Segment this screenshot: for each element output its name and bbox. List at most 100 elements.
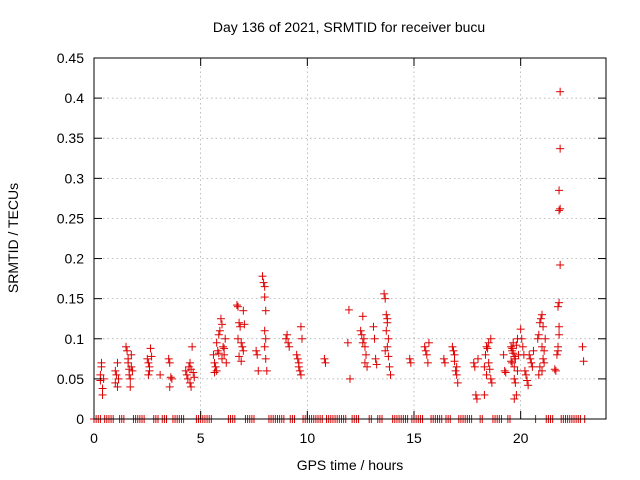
data-point <box>320 354 329 363</box>
data-point <box>538 366 546 375</box>
data-point <box>528 362 537 371</box>
data-point <box>188 342 197 351</box>
data-point <box>219 342 228 351</box>
data-point <box>556 144 565 153</box>
data-point <box>236 322 245 331</box>
data-point <box>484 358 493 367</box>
data-point <box>189 368 198 377</box>
data-point <box>451 366 460 375</box>
data-point <box>551 366 560 375</box>
data-point <box>452 370 461 379</box>
data-point <box>421 346 430 355</box>
data-point <box>126 374 135 383</box>
data-point <box>470 362 479 371</box>
x-tick-label: 0 <box>90 430 98 446</box>
data-point <box>124 354 133 363</box>
data-point <box>292 350 301 359</box>
data-point <box>240 320 249 329</box>
data-point <box>509 349 518 358</box>
data-point <box>555 330 564 339</box>
data-point <box>420 342 429 351</box>
data-point <box>481 350 490 359</box>
data-point <box>235 318 244 327</box>
data-point <box>453 378 462 387</box>
data-point <box>483 344 492 353</box>
data-point <box>383 318 392 327</box>
data-point <box>261 306 270 315</box>
data-point <box>405 354 414 363</box>
data-point <box>508 344 517 353</box>
data-point <box>499 350 508 359</box>
data-point <box>356 326 365 335</box>
data-point <box>369 322 378 331</box>
data-point <box>450 357 459 366</box>
data-point <box>294 358 303 367</box>
y-tick-label: 0.45 <box>57 50 84 66</box>
data-point <box>363 362 372 371</box>
data-point <box>212 338 221 347</box>
data-point <box>579 357 588 366</box>
x-tick-label: 10 <box>300 430 316 446</box>
data-point <box>439 354 448 363</box>
data-point <box>534 330 543 339</box>
data-point <box>486 334 495 343</box>
data-point <box>259 278 268 287</box>
data-point <box>113 358 122 367</box>
y-tick-label: 0.05 <box>57 371 84 387</box>
plot-frame <box>93 57 607 420</box>
data-point <box>186 378 194 387</box>
data-point <box>212 366 221 375</box>
data-point <box>218 354 226 363</box>
data-point <box>422 350 431 359</box>
data-point <box>382 326 391 335</box>
data-point <box>127 350 136 359</box>
data-point <box>424 338 433 347</box>
data-point <box>97 358 106 367</box>
data-point <box>556 260 565 269</box>
data-point <box>113 382 122 391</box>
data-point <box>145 362 154 371</box>
data-point <box>382 310 391 319</box>
data-point <box>360 342 369 351</box>
data-point <box>122 342 130 351</box>
data-point <box>253 350 262 359</box>
data-point <box>165 382 174 391</box>
data-point <box>538 310 546 319</box>
data-point <box>284 338 293 347</box>
data-point <box>187 365 196 374</box>
data-point <box>541 334 550 343</box>
data-point <box>480 362 489 371</box>
data-point <box>539 354 548 363</box>
data-point <box>239 306 248 315</box>
data-point <box>167 374 176 383</box>
y-tick-label: 0.4 <box>65 90 85 106</box>
data-point <box>556 87 565 96</box>
data-point <box>218 320 226 329</box>
data-point <box>260 282 269 291</box>
data-point <box>516 325 525 334</box>
data-point <box>321 358 330 367</box>
y-tick-label: 0.15 <box>57 291 84 307</box>
data-point <box>507 342 516 351</box>
data-point <box>371 354 380 363</box>
data-point <box>234 302 242 311</box>
data-point <box>471 390 480 399</box>
data-point <box>555 322 564 331</box>
data-point <box>261 354 270 363</box>
data-point <box>524 381 533 390</box>
data-point <box>182 370 191 379</box>
data-point <box>482 370 491 379</box>
chart-title: Day 136 of 2021, SRMTID for receiver buc… <box>213 19 485 35</box>
data-point <box>111 366 120 375</box>
data-point <box>510 374 519 383</box>
data-point <box>520 366 529 375</box>
data-point <box>381 294 390 303</box>
data-point <box>517 334 526 343</box>
data-point <box>210 368 219 377</box>
data-point <box>535 362 544 371</box>
data-point <box>183 374 192 383</box>
data-point <box>296 370 305 379</box>
data-point <box>540 346 549 355</box>
data-point <box>508 358 517 367</box>
data-point <box>216 314 225 323</box>
